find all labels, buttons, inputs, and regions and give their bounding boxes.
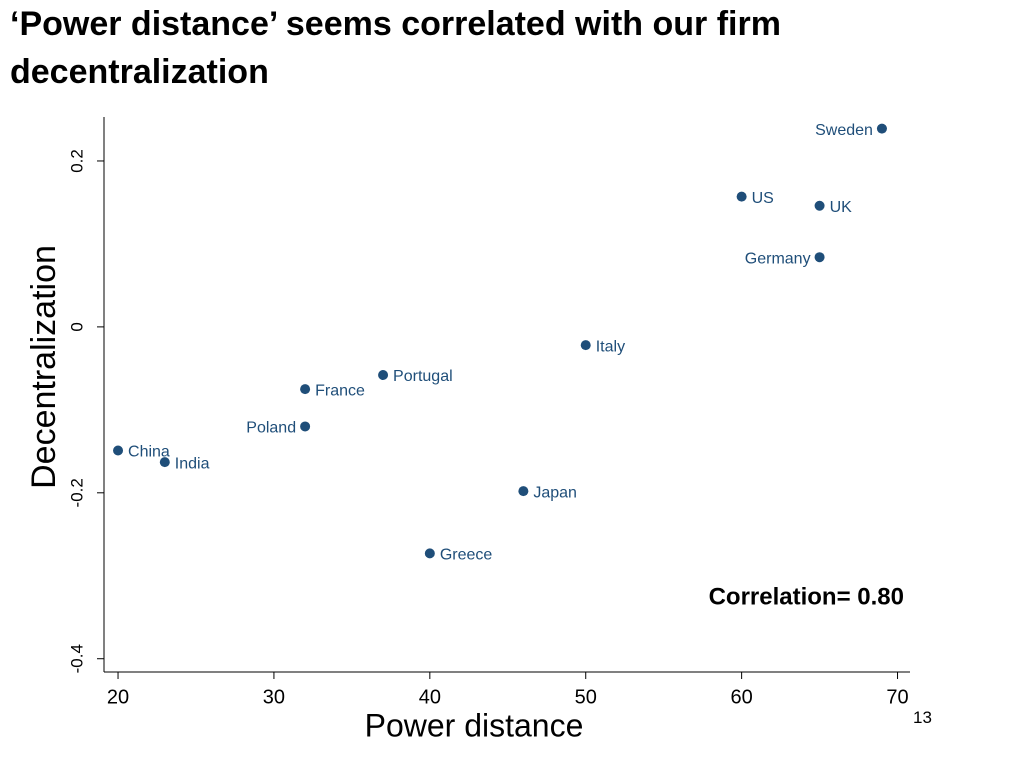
y-tick-label: 0.2 <box>67 149 86 173</box>
y-tick-label: 0 <box>67 322 86 331</box>
point-label: Germany <box>745 250 811 267</box>
point <box>424 548 435 559</box>
point-label: UK <box>830 199 853 216</box>
x-axis-label: Power distance <box>365 707 584 743</box>
x-tick-label: 50 <box>575 686 597 708</box>
x-tick-label: 30 <box>263 686 285 708</box>
point <box>300 384 311 395</box>
point <box>159 457 170 468</box>
point <box>876 123 887 134</box>
annotation: Correlation= 0.80 <box>709 583 904 610</box>
point <box>518 486 529 497</box>
point-label: US <box>752 190 774 207</box>
slide-title: ‘Power distance’ seems correlated with o… <box>10 5 781 91</box>
point <box>814 200 825 211</box>
point-label: Greece <box>440 547 493 564</box>
point-label: Poland <box>246 420 296 437</box>
point-label: Portugal <box>393 368 453 385</box>
y-tick-label: -0.2 <box>67 478 86 507</box>
point-label: China <box>128 444 170 461</box>
point-label: Italy <box>596 338 625 355</box>
point <box>814 252 825 263</box>
point <box>300 421 311 432</box>
x-tick-label: 70 <box>886 686 908 708</box>
point-label: Sweden <box>815 122 873 139</box>
y-axis-label: Decentralization <box>25 245 63 489</box>
x-tick-label: 40 <box>419 686 441 708</box>
point <box>580 340 591 351</box>
x-tick-label: 20 <box>107 686 129 708</box>
point <box>113 445 124 456</box>
point-label: France <box>315 382 365 399</box>
point <box>378 370 389 381</box>
x-tick-label: 60 <box>731 686 753 708</box>
point <box>736 191 747 202</box>
point-label: India <box>175 455 210 472</box>
page-number: 13 <box>913 708 932 727</box>
point-label: Japan <box>533 484 577 501</box>
y-tick-label: -0.4 <box>67 644 86 673</box>
